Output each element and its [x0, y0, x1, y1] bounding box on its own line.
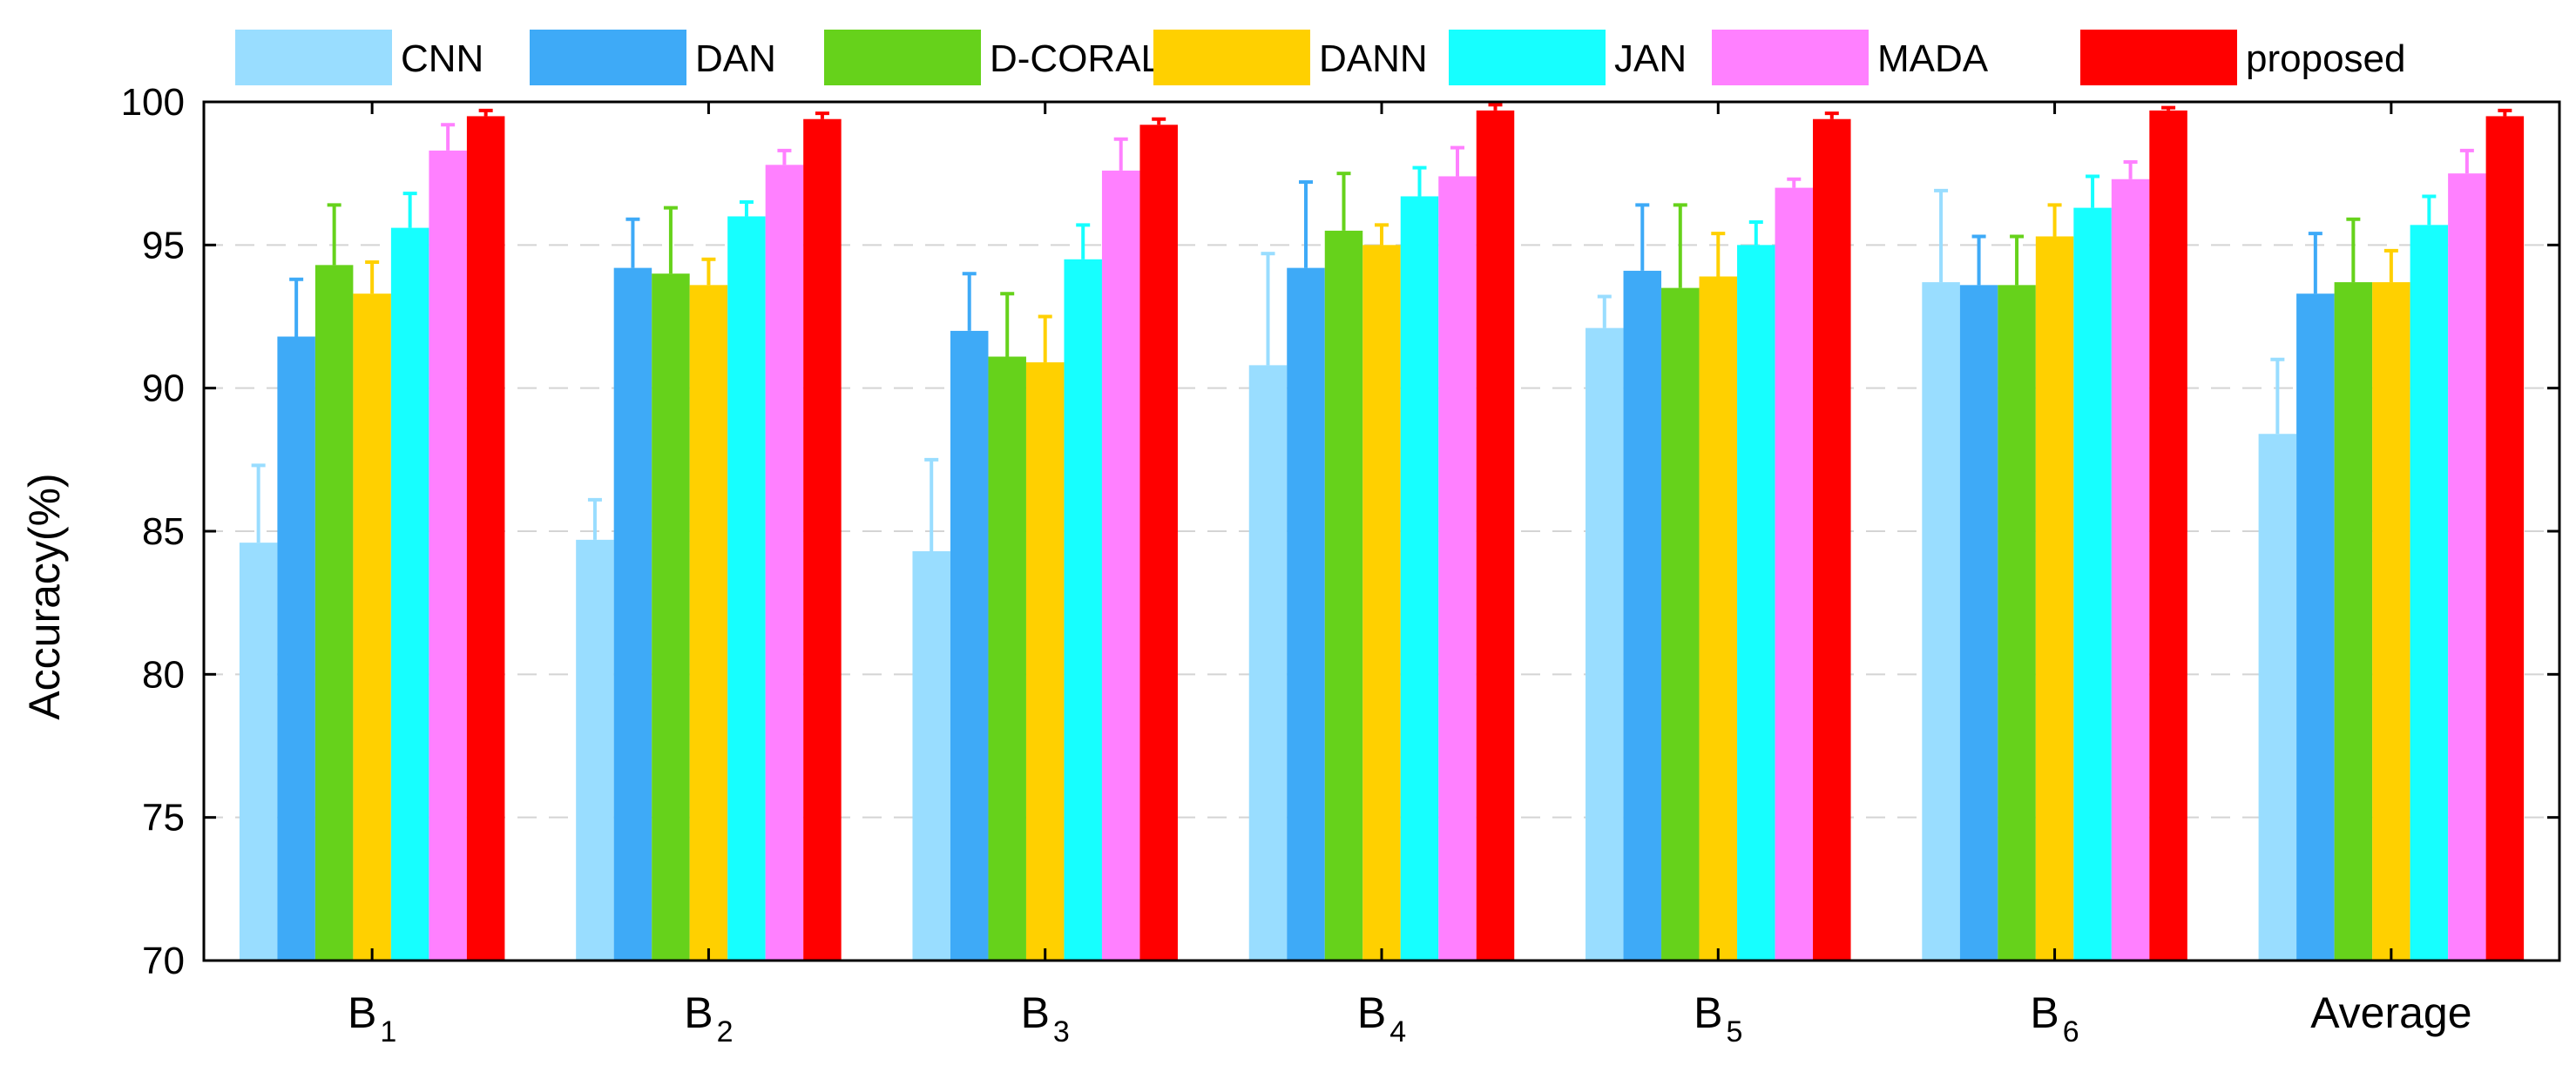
- bar-d-coral-7: [2334, 282, 2373, 961]
- bar-dann-7: [2372, 282, 2410, 961]
- bar-jan-6: [2073, 207, 2112, 961]
- y-tick-label: 75: [142, 797, 185, 839]
- bar-proposed-7: [2485, 116, 2525, 961]
- legend-swatch-dann: [1153, 30, 1310, 85]
- bar-d-coral-2: [652, 273, 690, 961]
- bar-cnn-3: [912, 551, 950, 961]
- bar-d-coral-3: [988, 356, 1026, 961]
- bar-dan-6: [1959, 285, 1998, 961]
- y-tick-label: 90: [142, 367, 185, 410]
- legend-label-mada: MADA: [1877, 37, 1989, 80]
- bar-cnn-4: [1248, 365, 1288, 961]
- bar-d-coral-6: [1998, 285, 2036, 961]
- bar-dann-4: [1362, 245, 1401, 961]
- bar-dan-5: [1623, 270, 1662, 961]
- bar-proposed-5: [1813, 118, 1851, 961]
- bar-mada-7: [2448, 173, 2486, 961]
- legend-swatch-d-coral: [824, 30, 981, 85]
- bar-cnn-2: [576, 539, 614, 961]
- bar-jan-5: [1737, 245, 1775, 961]
- y-tick-label: 100: [121, 81, 185, 124]
- bar-d-coral-1: [314, 265, 354, 961]
- bar-jan-1: [390, 227, 429, 961]
- legend-swatch-mada: [1712, 30, 1869, 85]
- bar-dan-1: [277, 336, 315, 961]
- bar-proposed-4: [1476, 110, 1515, 961]
- legend-label-dan: DAN: [695, 37, 776, 80]
- bar-mada-2: [765, 165, 804, 961]
- bar-cnn-5: [1585, 327, 1624, 961]
- bar-dan-7: [2296, 293, 2335, 961]
- bar-mada-4: [1438, 176, 1477, 961]
- y-tick-label: 85: [142, 510, 185, 553]
- legend-label-jan: JAN: [1614, 37, 1687, 80]
- legend-label-d-coral: D-CORAL: [990, 37, 1162, 80]
- bar-dan-4: [1287, 267, 1325, 961]
- bar-mada-6: [2111, 179, 2150, 961]
- bar-mada-3: [1101, 170, 1140, 961]
- legend: CNN DAN D-CORAL DANN JAN MADA proposed: [235, 30, 2405, 85]
- bar-dann-3: [1025, 362, 1065, 961]
- bar-d-coral-4: [1324, 230, 1363, 961]
- bar-dann-5: [1699, 276, 1738, 961]
- legend-swatch-jan: [1449, 30, 1606, 85]
- bar-dann-1: [353, 293, 391, 961]
- bar-cnn-7: [2258, 434, 2297, 961]
- bar-mada-5: [1775, 187, 1814, 961]
- bar-dann-6: [2035, 236, 2074, 961]
- bar-cnn-1: [239, 543, 278, 961]
- bar-dan-3: [950, 330, 989, 961]
- legend-label-cnn: CNN: [401, 37, 483, 80]
- bar-proposed-3: [1139, 125, 1178, 961]
- x-tick-label: Average: [2310, 988, 2471, 1037]
- bar-mada-1: [429, 150, 467, 961]
- bar-proposed-1: [466, 116, 505, 961]
- y-tick-label: 80: [142, 653, 185, 696]
- y-tick-label: 95: [142, 224, 185, 266]
- legend-swatch-dan: [530, 30, 686, 85]
- legend-swatch-proposed: [2080, 30, 2237, 85]
- bar-jan-4: [1400, 196, 1439, 961]
- bar-proposed-2: [803, 118, 842, 961]
- axes: 70 75 80 85 90 95 100 B 1 B 2 B 3 B 4 B 5 B 6 Average: [121, 81, 2561, 1048]
- bars: [239, 103, 2525, 961]
- legend-swatch-cnn: [235, 30, 392, 85]
- bar-jan-2: [727, 216, 766, 961]
- y-tick-label: 70: [142, 940, 185, 982]
- bar-cnn-6: [1922, 282, 1960, 961]
- bar-jan-3: [1064, 259, 1102, 961]
- legend-label-dann: DANN: [1319, 37, 1428, 80]
- y-axis-title: Accuracy(%): [20, 473, 69, 719]
- bar-d-coral-5: [1661, 287, 1700, 961]
- bar-proposed-6: [2149, 110, 2187, 961]
- legend-label-proposed: proposed: [2246, 37, 2405, 80]
- bar-dann-2: [689, 285, 728, 961]
- bar-jan-7: [2410, 225, 2449, 961]
- bar-dan-2: [613, 267, 652, 961]
